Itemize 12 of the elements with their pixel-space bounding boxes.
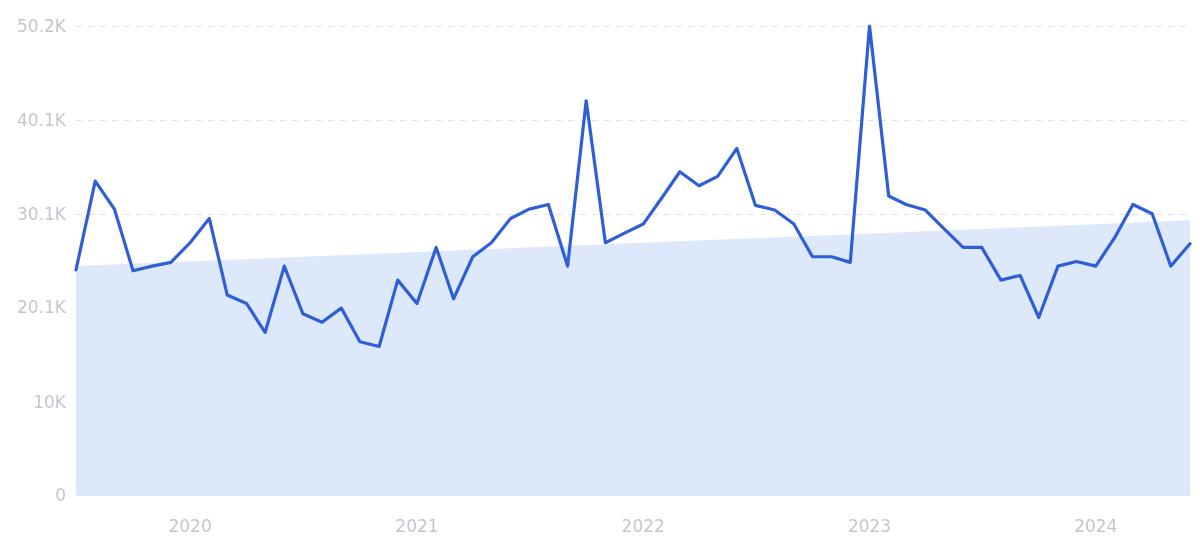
x-tick-label: 2023 <box>847 515 892 536</box>
line-series <box>74 24 1192 349</box>
y-tick-label: 0 <box>55 485 66 505</box>
x-tick-label: 2022 <box>621 515 665 536</box>
x-tick-label: 2024 <box>1074 515 1118 536</box>
y-tick-label: 10K <box>33 391 67 412</box>
x-tick-label: 2020 <box>168 515 212 536</box>
y-tick-label: 50.2K <box>17 16 67 36</box>
y-tick-label: 20.1K <box>17 297 67 318</box>
y-tick-label: 30.1K <box>17 203 67 224</box>
y-tick-label: 40.1K <box>17 110 67 131</box>
x-tick-label: 2021 <box>395 515 439 536</box>
